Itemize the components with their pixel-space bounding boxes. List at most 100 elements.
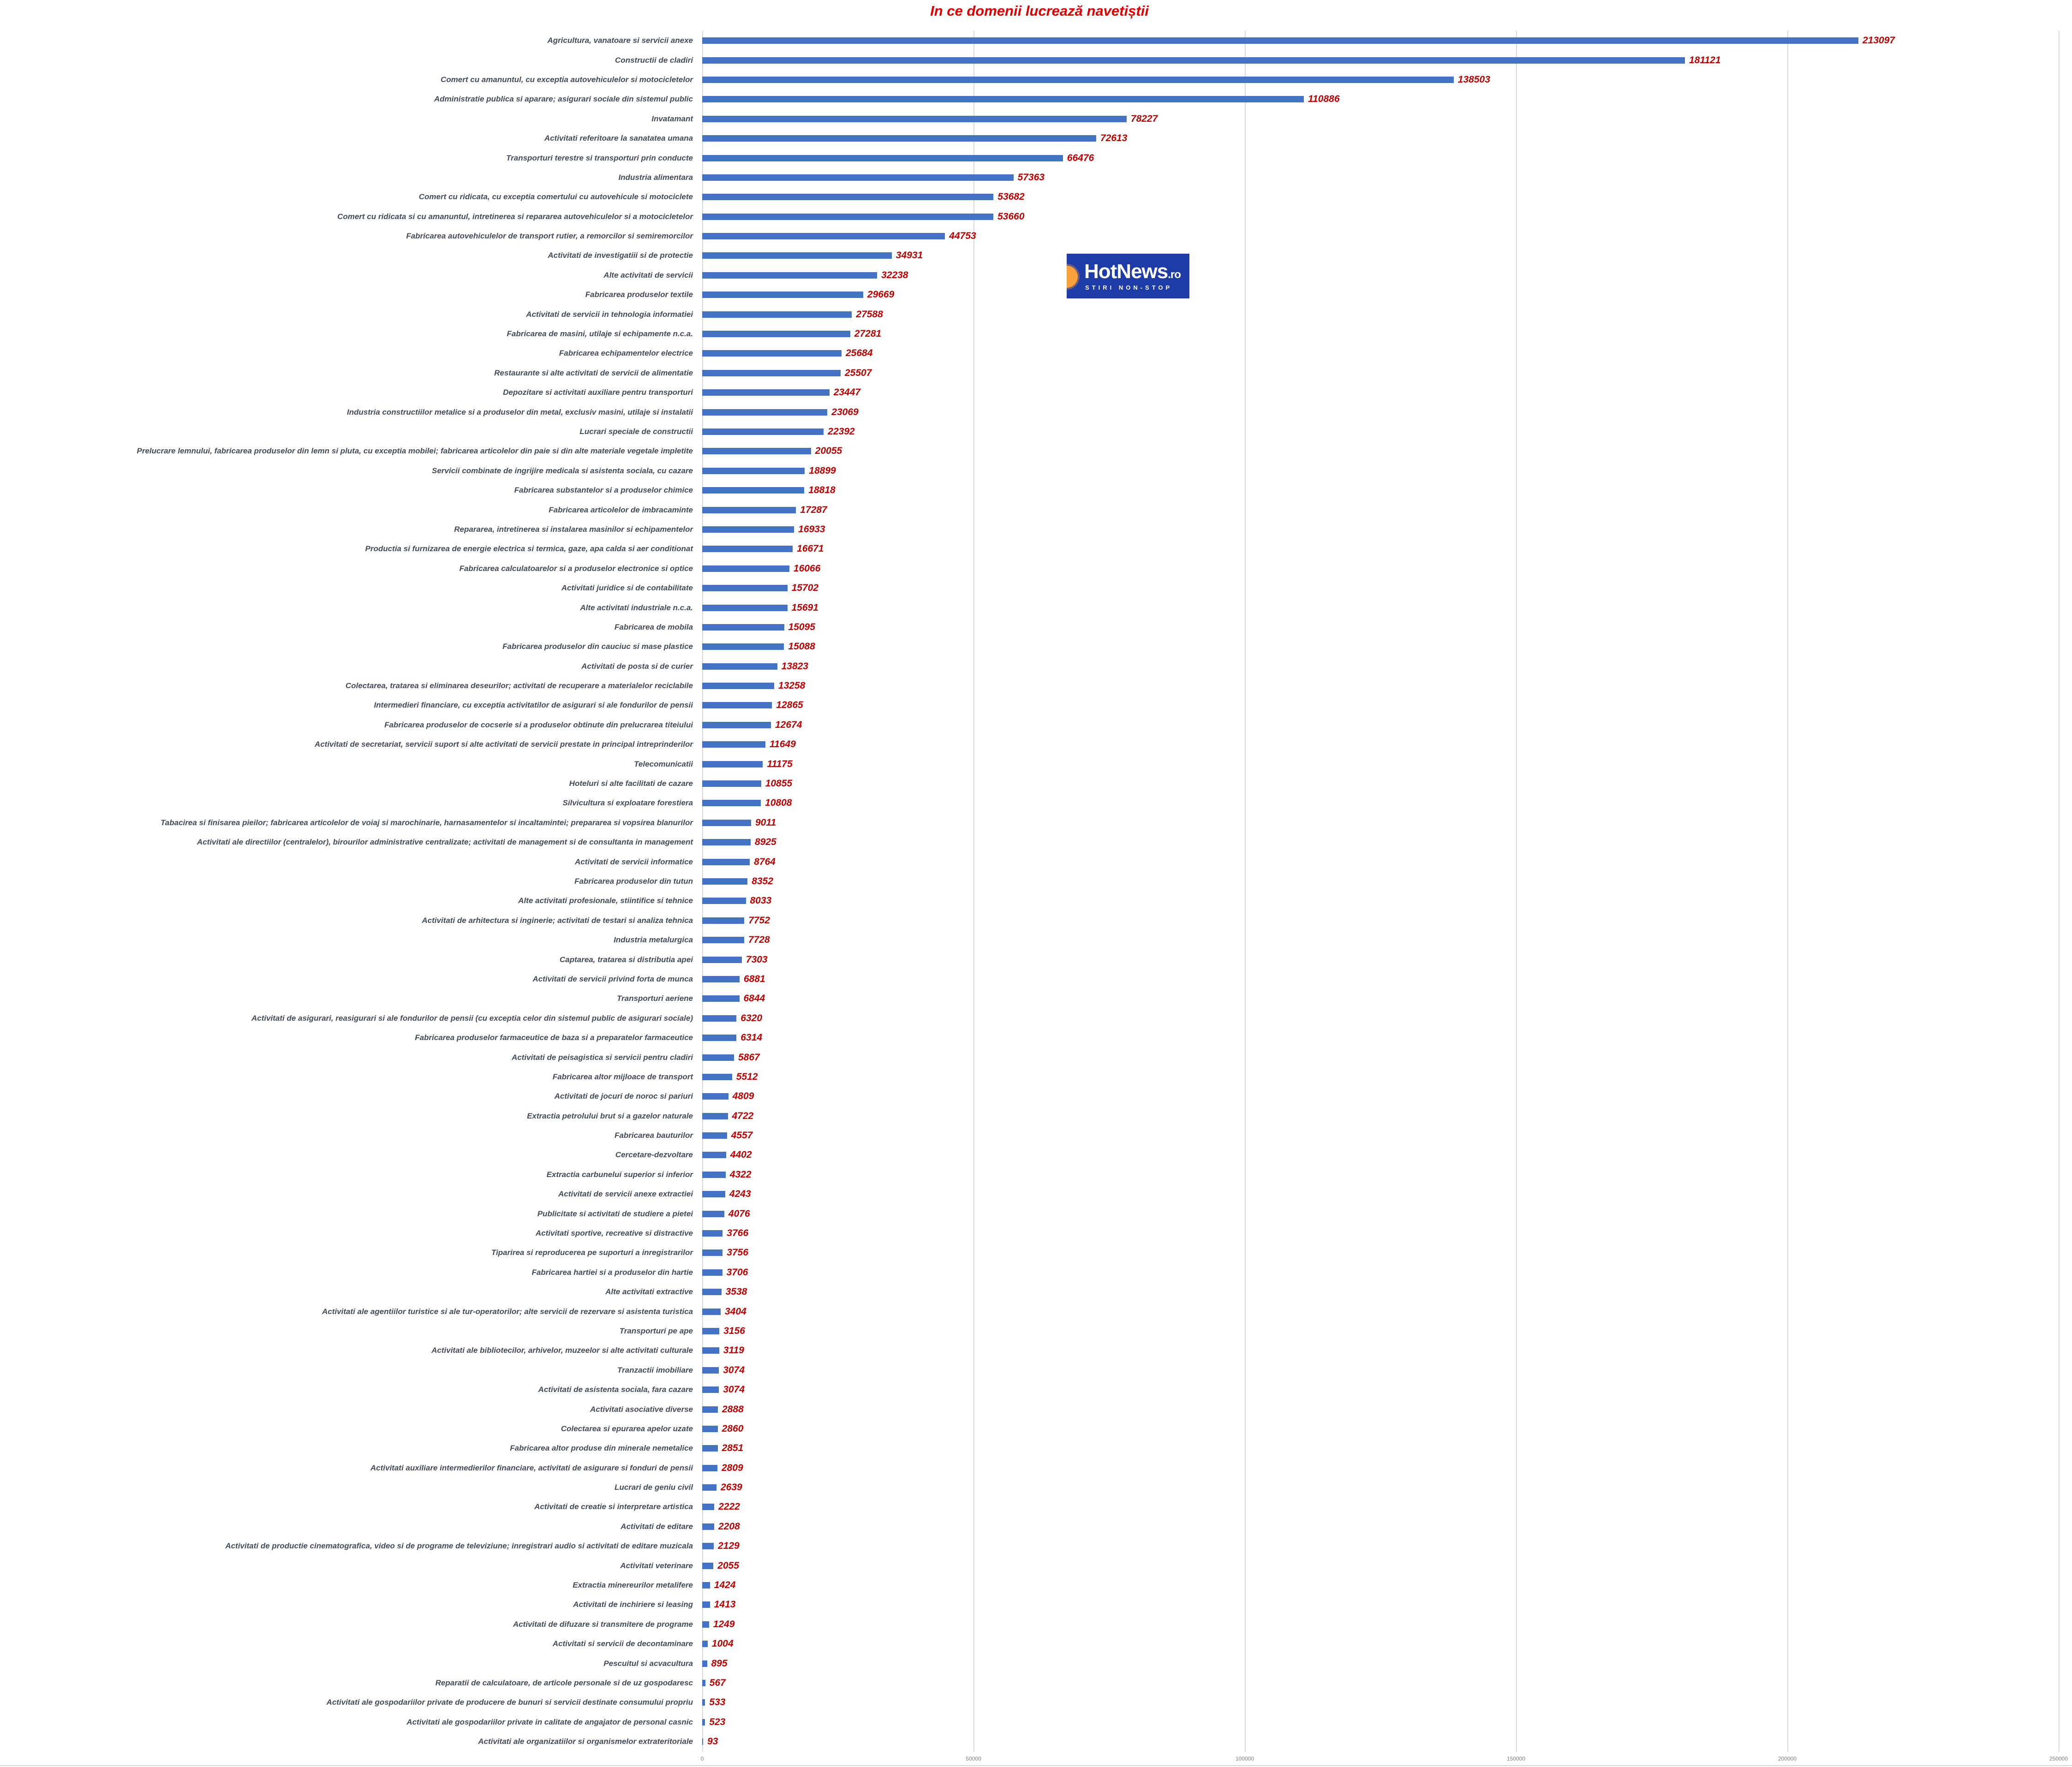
value-label: 895 [711, 1658, 728, 1669]
value-label: 3074 [723, 1364, 745, 1375]
value-label: 10855 [765, 778, 793, 789]
bar [702, 702, 772, 709]
value-label: 25684 [846, 348, 873, 359]
category-label: Activitati ale gospodariilor private de … [326, 1698, 693, 1707]
value-label: 1413 [714, 1599, 736, 1610]
bar-row: Captarea, tratarea si distributia apei 7… [0, 950, 2072, 969]
value-label: 7752 [748, 915, 770, 926]
category-label: Restaurante si alte activitati de servic… [494, 368, 693, 377]
category-label: Fabricarea substantelor si a produselor … [514, 486, 693, 495]
bar [702, 233, 945, 240]
bar-row: Activitati ale gospodariilor private de … [0, 1693, 2072, 1712]
value-label: 4076 [728, 1208, 750, 1219]
value-label: 18818 [808, 485, 836, 496]
bar [702, 917, 745, 924]
value-label: 3156 [723, 1325, 745, 1336]
value-label: 16066 [793, 563, 821, 574]
category-label: Comert cu ridicata si cu amanuntul, intr… [337, 212, 693, 221]
category-label: Lucrari speciale de constructii [579, 427, 693, 436]
bar [702, 448, 811, 455]
bar-row: Constructii de cladiri 181121 [0, 50, 2072, 70]
category-label: Activitati de jocuri de noroc si pariuri [554, 1092, 693, 1101]
bar-row: Cercetare-dezvoltare 4402 [0, 1145, 2072, 1165]
bar [702, 1621, 709, 1628]
category-label: Fabricarea de mobila [614, 622, 693, 631]
value-label: 4557 [731, 1130, 753, 1141]
value-label: 3404 [725, 1306, 746, 1317]
value-label: 2860 [722, 1423, 744, 1434]
category-label: Reparatii de calculatoare, de articole p… [435, 1678, 693, 1687]
bar-row: Fabricarea autovehiculelor de transport … [0, 226, 2072, 246]
bar [702, 76, 1454, 83]
value-label: 523 [709, 1716, 726, 1727]
bar [702, 350, 842, 357]
category-label: Activitati auxiliare intermedierilor fin… [370, 1463, 693, 1472]
bar [702, 761, 763, 767]
value-label: 27588 [856, 309, 883, 320]
value-label: 12865 [776, 700, 803, 711]
x-axis-tick-label: 100000 [1235, 1755, 1254, 1762]
bar-row: Fabricarea produselor din tutun 8352 [0, 872, 2072, 891]
value-label: 6844 [743, 993, 765, 1004]
bar [702, 1601, 710, 1608]
category-label: Alte activitati industriale n.c.a. [580, 603, 693, 612]
bar [702, 1641, 708, 1648]
bar [702, 311, 852, 318]
value-label: 8352 [752, 875, 773, 886]
bar-row: Industria constructiilor metalice si a p… [0, 402, 2072, 422]
value-label: 78227 [1130, 113, 1158, 124]
bar-row: Activitati de servicii informatice 8764 [0, 852, 2072, 871]
category-label: Activitati de investigatiii si de protec… [548, 251, 693, 260]
bar [702, 819, 751, 826]
bar-row: Tabacirea si finisarea pieilor; fabricar… [0, 813, 2072, 833]
value-label: 16933 [798, 524, 825, 535]
bar [702, 937, 744, 944]
bar-row: Tranzactii imobiliare 3074 [0, 1361, 2072, 1380]
bar-row: Activitati de peisagistica si servicii p… [0, 1047, 2072, 1067]
value-label: 66476 [1067, 152, 1094, 163]
bar [702, 1445, 718, 1452]
bar-row: Activitati de creatie si interpretare ar… [0, 1497, 2072, 1517]
bar-row: Telecomunicatii 11175 [0, 754, 2072, 773]
value-label: 53660 [997, 211, 1025, 222]
value-label: 3706 [726, 1267, 748, 1278]
category-label: Activitati de secretariat, servicii supo… [314, 740, 693, 749]
value-label: 1249 [713, 1618, 735, 1630]
bar [702, 1327, 720, 1334]
bar [702, 155, 1063, 161]
sun-icon [1067, 266, 1078, 288]
category-label: Intermedieri financiare, cu exceptia act… [374, 701, 693, 710]
bar [702, 1230, 723, 1237]
category-label: Fabricarea calculatoarelor si a produsel… [459, 564, 693, 573]
category-label: Activitati ale directiilor (centralelor)… [197, 838, 693, 847]
bar-row: Alte activitati profesionale, stiintific… [0, 891, 2072, 910]
category-label: Fabricarea altor mijloace de transport [552, 1072, 693, 1081]
category-label: Constructii de cladiri [615, 55, 693, 65]
category-label: Activitati de creatie si interpretare ar… [534, 1502, 693, 1511]
category-label: Lucrari de geniu civil [614, 1483, 693, 1492]
bar [702, 1504, 715, 1511]
category-label: Repararea, intretinerea si instalarea ma… [454, 524, 693, 534]
value-label: 72613 [1100, 133, 1128, 144]
bar [702, 624, 784, 631]
chart-title: In ce domenii lucrează navetiștii [930, 3, 1149, 19]
bar-row: Lucrari speciale de constructii 22392 [0, 422, 2072, 441]
bar-row: Industria alimentara 57363 [0, 168, 2072, 187]
value-label: 4809 [732, 1091, 754, 1102]
category-label: Transporturi pe ape [619, 1326, 693, 1335]
bar [702, 898, 746, 904]
bar-row: Prelucrare lemnului, fabricarea produsel… [0, 441, 2072, 461]
value-label: 4243 [729, 1189, 751, 1200]
category-label: Fabricarea de masini, utilaje si echipam… [507, 329, 693, 339]
category-label: Tranzactii imobiliare [617, 1365, 693, 1374]
category-label: Fabricarea produselor din cauciuc si mas… [502, 642, 693, 651]
bar-row: Invatamant 78227 [0, 109, 2072, 129]
value-label: 6320 [740, 1012, 763, 1023]
x-axis-tick-label: 150000 [1506, 1755, 1526, 1762]
category-label: Fabricarea hartiei si a produselor din h… [531, 1267, 693, 1277]
category-label: Fabricarea produselor farmaceutice de ba… [415, 1033, 693, 1042]
value-label: 2809 [722, 1462, 743, 1473]
value-label: 57363 [1017, 172, 1045, 183]
value-label: 10808 [765, 797, 792, 809]
value-label: 16671 [797, 543, 824, 554]
